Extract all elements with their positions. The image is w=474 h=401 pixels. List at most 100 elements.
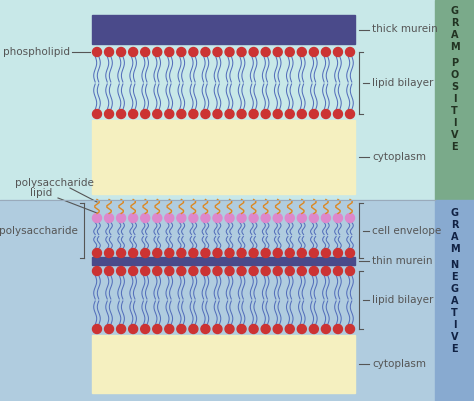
Circle shape [310,324,319,334]
Circle shape [92,267,101,275]
Circle shape [105,109,114,119]
Circle shape [297,213,306,223]
Circle shape [321,267,330,275]
Circle shape [213,249,222,257]
Circle shape [237,47,246,57]
Text: I: I [453,94,456,104]
Circle shape [285,109,294,119]
Circle shape [285,47,294,57]
Circle shape [237,324,246,334]
Circle shape [189,324,198,334]
Circle shape [105,324,114,334]
Circle shape [261,324,270,334]
Circle shape [237,109,246,119]
Text: O: O [450,70,459,80]
Circle shape [177,47,186,57]
Circle shape [249,109,258,119]
Text: phospholipid: phospholipid [3,47,70,57]
Circle shape [177,324,186,334]
Circle shape [225,213,234,223]
Circle shape [189,267,198,275]
Text: I: I [453,320,456,330]
Text: lipid: lipid [30,188,52,198]
Circle shape [333,213,342,223]
Circle shape [237,267,246,275]
Circle shape [225,267,234,275]
Circle shape [213,267,222,275]
Circle shape [321,324,330,334]
Circle shape [213,47,222,57]
Circle shape [333,109,342,119]
Text: E: E [451,142,458,152]
Circle shape [225,47,234,57]
Circle shape [297,47,306,57]
Circle shape [165,267,174,275]
Circle shape [261,249,270,257]
Circle shape [225,249,234,257]
Circle shape [213,213,222,223]
Text: M: M [450,244,459,254]
Circle shape [153,47,162,57]
Circle shape [273,324,282,334]
Circle shape [105,249,114,257]
Text: S: S [451,82,458,92]
Circle shape [201,109,210,119]
Circle shape [189,249,198,257]
Circle shape [261,267,270,275]
Circle shape [201,249,210,257]
Circle shape [333,267,342,275]
Circle shape [310,267,319,275]
Text: V: V [451,332,458,342]
Text: R: R [451,220,458,230]
Circle shape [310,109,319,119]
Circle shape [310,213,319,223]
Circle shape [273,109,282,119]
Circle shape [261,213,270,223]
Text: G: G [450,6,458,16]
Circle shape [141,109,150,119]
Circle shape [189,213,198,223]
Circle shape [285,324,294,334]
Bar [0,0,474,200]
Circle shape [346,109,355,119]
Circle shape [165,249,174,257]
Circle shape [297,109,306,119]
Circle shape [273,267,282,275]
Circle shape [321,213,330,223]
Text: E: E [451,344,458,354]
Circle shape [213,109,222,119]
Text: A: A [451,30,458,40]
Text: P: P [451,58,458,68]
Text: A: A [451,232,458,242]
Circle shape [346,213,355,223]
Circle shape [92,213,101,223]
Circle shape [141,324,150,334]
Text: lipopolysaccharide: lipopolysaccharide [0,225,78,235]
Circle shape [201,47,210,57]
Bar [435,0,474,200]
Circle shape [117,109,126,119]
Text: cytoplasm: cytoplasm [372,152,426,162]
Bar [92,15,355,44]
Circle shape [128,213,137,223]
Circle shape [346,249,355,257]
Text: V: V [451,130,458,140]
Circle shape [310,249,319,257]
Circle shape [165,109,174,119]
Circle shape [153,324,162,334]
Text: T: T [451,308,458,318]
Bar [435,200,474,401]
Circle shape [201,213,210,223]
Circle shape [117,324,126,334]
Bar [92,257,355,265]
Text: lipid bilayer: lipid bilayer [372,295,433,305]
Text: polysaccharide: polysaccharide [15,178,94,188]
Circle shape [165,213,174,223]
Circle shape [297,267,306,275]
Circle shape [141,267,150,275]
Circle shape [165,47,174,57]
Circle shape [165,324,174,334]
Circle shape [249,213,258,223]
Text: cell envelope: cell envelope [372,225,441,235]
Circle shape [153,249,162,257]
